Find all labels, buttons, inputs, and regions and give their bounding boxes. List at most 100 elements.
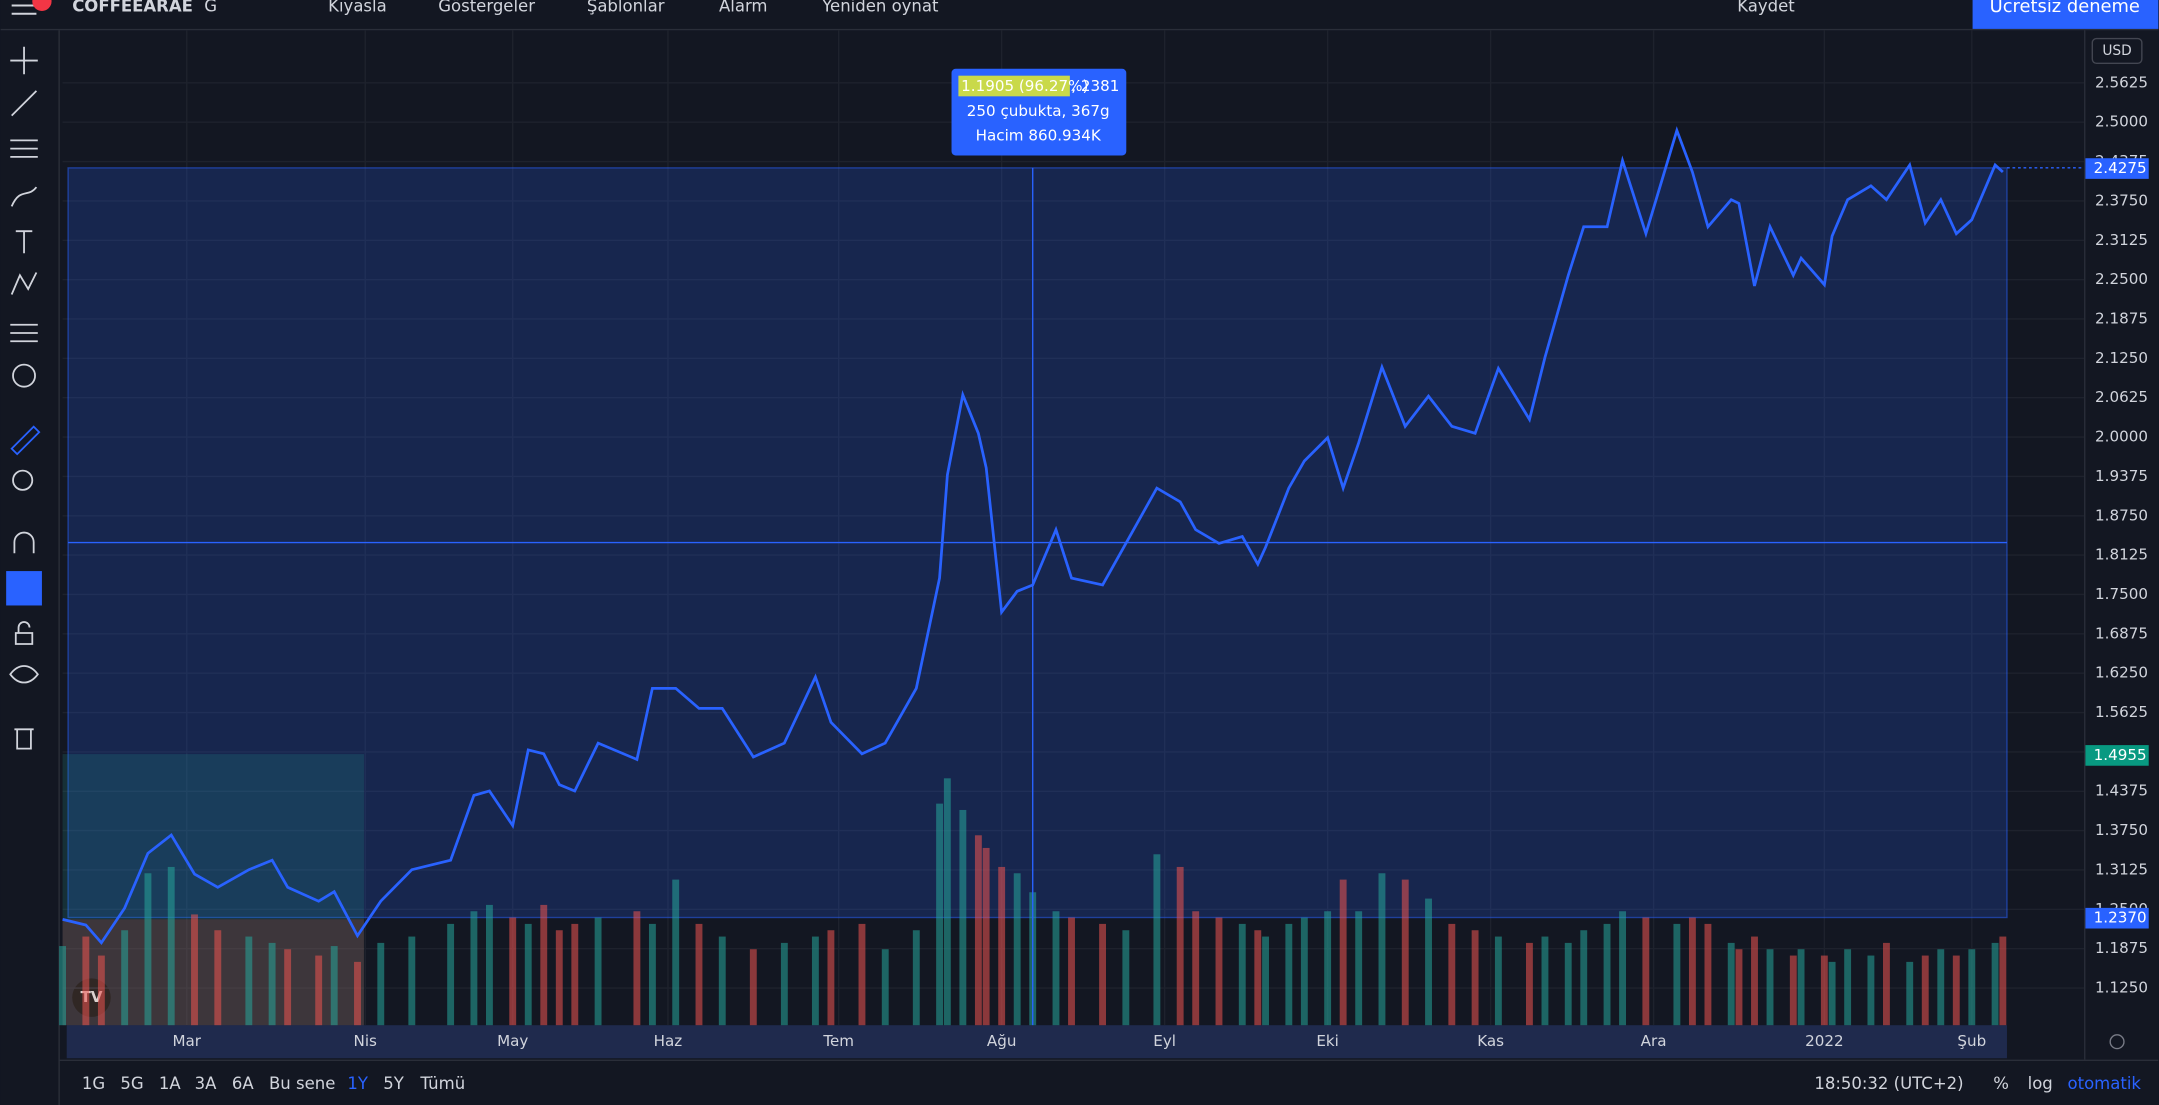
symbol[interactable]: COFFEEARAE [72, 0, 193, 15]
volume-bar [1448, 923, 1456, 1026]
volume-bar [1262, 936, 1269, 1026]
volume-bar [1401, 879, 1409, 1026]
y-tick-label: 2.1250 [2095, 349, 2148, 367]
volume-bar [1735, 949, 1743, 1026]
toolbar-item[interactable]: Göstergeler [438, 0, 535, 15]
y-tick-label: 1.8750 [2095, 506, 2148, 524]
volume-bar [672, 879, 680, 1026]
change-highlight [958, 75, 1070, 97]
interval[interactable]: G [204, 0, 217, 15]
range-button[interactable]: 5Y [383, 1074, 404, 1093]
volume-bar [1688, 917, 1696, 1026]
volume-bar [377, 942, 385, 1026]
range-button[interactable]: 3A [195, 1074, 217, 1093]
range-button[interactable]: 5G [120, 1074, 143, 1093]
zoom-tool[interactable] [12, 469, 34, 491]
visibility-tool[interactable] [9, 665, 39, 684]
price-label: 2.4275 [2094, 159, 2147, 177]
measure-bars: 250 çubukta, 367g [967, 102, 1110, 120]
volume-bar [144, 873, 152, 1026]
y-tick-label: 2.5625 [2095, 73, 2148, 91]
icon-tool[interactable] [12, 363, 36, 388]
volume-bar [1471, 930, 1479, 1026]
y-tick-label: 2.1875 [2095, 309, 2148, 327]
x-axis-band [66, 1025, 2007, 1059]
volume-bar [1285, 923, 1293, 1026]
magnet-tool[interactable] [13, 531, 35, 554]
lock-drawing-tool[interactable] [6, 571, 42, 606]
measure-ticks: , 2381 [1071, 77, 1119, 95]
x-tick-label: Mar [172, 1032, 201, 1050]
volume-bar [1355, 911, 1363, 1026]
auto-toggle[interactable]: otomatik [2068, 1074, 2142, 1093]
range-button[interactable]: 6A [232, 1074, 254, 1093]
volume-bar [1603, 923, 1611, 1026]
prediction-tool[interactable] [10, 323, 38, 343]
trial[interactable]: Ücretsiz deneme [1990, 0, 2140, 17]
lock-tool[interactable] [14, 621, 34, 645]
volume-bar [749, 949, 757, 1026]
volume-bar [555, 930, 563, 1026]
ruler-tool[interactable] [10, 425, 41, 456]
menu-icon[interactable] [11, 4, 37, 15]
volume-bar [1425, 898, 1432, 1026]
volume-bar [1339, 879, 1347, 1026]
percent-toggle[interactable]: % [1993, 1074, 2009, 1093]
volume-bar [485, 904, 493, 1026]
range-highlight-red [62, 919, 364, 1026]
volume-bar [1122, 930, 1130, 1026]
delete-tool[interactable] [14, 728, 34, 750]
trend-tool[interactable] [11, 90, 38, 117]
brush-tool[interactable] [10, 186, 38, 207]
toolbar-item[interactable]: Kıyasla [328, 0, 387, 15]
currency-button[interactable] [2091, 37, 2143, 64]
volume-bar [1541, 936, 1549, 1026]
volume-bar [1378, 873, 1386, 1026]
crosshair-tool[interactable] [10, 46, 38, 75]
volume-bar [1882, 942, 1890, 1026]
currency: USD [2102, 43, 2131, 59]
y-tick-label: 1.9375 [2095, 467, 2148, 485]
volume-bar [191, 914, 198, 1026]
toolbar-item[interactable]: Alarm [719, 0, 768, 15]
range-button[interactable]: 1A [159, 1074, 181, 1093]
toolbar-item[interactable]: Şablonlar [587, 0, 665, 15]
range-highlight [62, 754, 364, 1026]
price-label-bg [2085, 745, 2149, 766]
y-tick-label: 2.0000 [2095, 428, 2148, 446]
volume-bar [858, 923, 866, 1026]
fib-tool[interactable] [10, 139, 38, 158]
trial-button[interactable] [1972, 0, 2159, 29]
x-tick-label: May [497, 1032, 528, 1050]
price-label: 1.2370 [2094, 909, 2147, 927]
volume-bar [1300, 917, 1308, 1026]
volume-bar [1867, 955, 1875, 1026]
range-button[interactable]: 1Y [347, 1074, 368, 1093]
x-tick-label: Nis [354, 1032, 378, 1050]
volume-bar [827, 930, 835, 1026]
log-toggle[interactable]: log [2028, 1074, 2053, 1093]
price-label-bg [2085, 907, 2149, 929]
pattern-tool[interactable] [10, 272, 38, 295]
save[interactable]: Kaydet [1737, 0, 1795, 15]
range-button[interactable]: Tümü [419, 1074, 465, 1093]
volume-bar [1642, 917, 1650, 1026]
volume-bar [1797, 949, 1805, 1026]
settings-icon[interactable] [2109, 1034, 2125, 1050]
volume-bar [695, 923, 703, 1026]
volume-bar [881, 949, 889, 1026]
text-tool[interactable] [15, 230, 33, 254]
range-button[interactable]: 1G [82, 1074, 105, 1093]
chart: 2.56252.50002.43752.37502.31252.25002.18… [59, 30, 2149, 1059]
toolbar-item[interactable]: Yeniden oynat [821, 0, 939, 15]
y-tick-label: 2.5000 [2095, 113, 2148, 131]
volume-bar [943, 778, 951, 1026]
volume-bar [594, 917, 602, 1026]
volume-bar [1099, 923, 1107, 1026]
volume-bar [780, 942, 788, 1026]
x-tick-label: Haz [654, 1032, 683, 1050]
x-tick-label: 2022 [1805, 1032, 1844, 1050]
volume-bar [245, 936, 253, 1026]
y-tick-label: 1.1875 [2095, 939, 2148, 957]
range-button[interactable]: Bu sene [269, 1074, 335, 1093]
